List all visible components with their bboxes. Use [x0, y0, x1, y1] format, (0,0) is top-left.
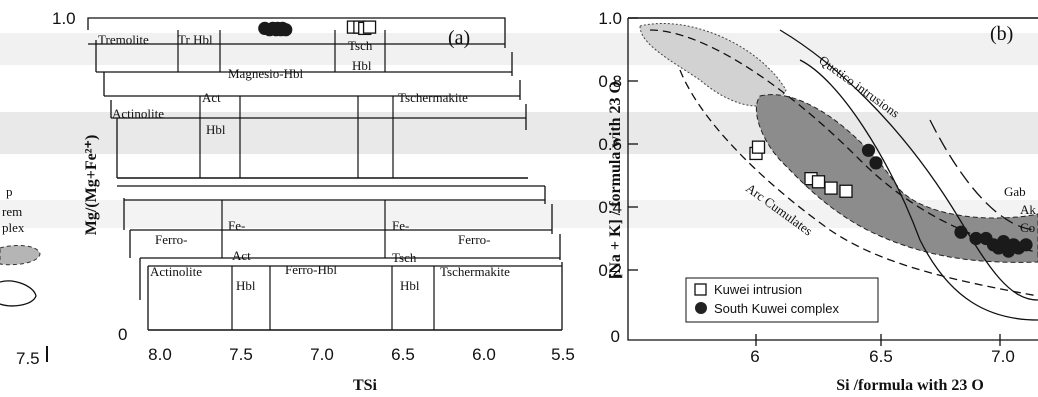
a-data-marks	[258, 20, 377, 37]
a-ytick-1: 1.0	[52, 9, 76, 28]
b-series-0-point-1	[751, 140, 766, 154]
b-ytick-0-4: 0.4	[598, 198, 622, 217]
b-y-axis-title: [Na + K] / formula with 23 O	[607, 81, 624, 279]
a-label-fe-tsch-2: Tsch	[392, 250, 417, 265]
left-fragment-curve	[0, 280, 37, 307]
a-xtick-6: 6.0	[472, 345, 496, 364]
a-label-ferro-tsch: Ferro-	[458, 232, 491, 247]
legend-square-icon	[694, 283, 707, 296]
a-label-magnesio-hbl: Magnesio-Hbl	[228, 66, 303, 81]
b-series-0-point-3	[811, 175, 826, 189]
b-series-1-point-3	[969, 231, 983, 246]
a-series-0-point-7	[279, 23, 293, 37]
a-xtick-6-5: 6.5	[391, 345, 415, 364]
a-upper-top-border	[87, 17, 506, 30]
b-ytick-1-0: 1.0	[598, 9, 622, 28]
b-xtick-6: 6	[750, 347, 759, 366]
b-gabbro-curve	[929, 119, 1038, 231]
b-annotation-gab-2: Ak	[1020, 202, 1036, 217]
a-label-tsch-hbl-2: Hbl	[352, 58, 372, 73]
b-quetico-curve	[779, 29, 1038, 301]
panel-a: p rem plex 7.5 Mg/(Mg+Fe²⁺) 1.0 0	[0, 9, 575, 394]
b-field-boundary-2	[679, 69, 1038, 297]
b-ytick-0: 0	[611, 327, 620, 346]
b-series-0-point-5	[839, 184, 853, 198]
b-series-1-point-2	[954, 225, 968, 239]
b-axes	[627, 18, 1038, 341]
b-annotation-gab-3: Co	[1020, 220, 1035, 235]
a-label-tremolite: Tremolite	[98, 32, 149, 47]
a-label-ferro-tsch-2: Tschermakite	[440, 264, 510, 279]
left-fragment-text-3: plex	[2, 220, 25, 235]
a-label-fe-tsch: Fe-	[392, 218, 409, 233]
a-label-ferro-act-2: Actinolite	[150, 264, 202, 279]
b-ytick-0-6: 0.6	[598, 135, 622, 154]
b-series-1-point-11	[1019, 238, 1033, 252]
a-label-fe-act-hbl-2: Act	[232, 248, 251, 263]
a-label-act-hbl: Act	[202, 90, 221, 105]
legend-box	[685, 277, 879, 323]
a-label-actinolite: Actinolite	[112, 106, 164, 121]
a-label-ferro-act: Ferro-	[155, 232, 188, 247]
left-fragment-tick: 7.5	[16, 349, 40, 368]
left-fragment-text-2: rem	[2, 204, 22, 219]
a-series-1-point-3	[362, 20, 377, 34]
a-xtick-7: 7.0	[310, 345, 334, 364]
b-light-field	[639, 22, 787, 107]
a-label-tsch-hbl: Tsch	[348, 38, 373, 53]
b-panel-label: (b)	[990, 23, 1013, 45]
left-fragment-field	[0, 245, 41, 266]
b-series-0-point-4	[824, 181, 838, 195]
b-xtick-6-5: 6.5	[869, 347, 893, 366]
b-ytick-0-8: 0.8	[598, 72, 622, 91]
b-quetico-curve-2	[799, 59, 1038, 321]
b-annotation-gab-1: Gab	[1004, 184, 1026, 199]
legend-entry-kuwei: Kuwei intrusion	[714, 282, 802, 297]
a-label-ferro-hbl: Ferro-Hbl	[285, 262, 337, 277]
a-y-axis-title: Mg/(Mg+Fe²⁺)	[83, 135, 100, 236]
a-xtick-8: 8.0	[148, 345, 172, 364]
left-fragment: p rem plex 7.5	[0, 184, 48, 368]
a-label-tschermakite: Tschermakite	[398, 90, 468, 105]
a-label-fe-tsch-3: Hbl	[400, 278, 420, 293]
a-label-act-hbl-2: Hbl	[206, 122, 226, 137]
legend-entry-south-kuwei: South Kuwei complex	[714, 301, 840, 316]
a-label-tr-hbl: Tr Hbl	[178, 32, 213, 47]
a-label-fe-act-hbl: Fe-	[228, 218, 245, 233]
b-legend: Kuwei intrusion South Kuwei complex	[685, 277, 879, 323]
b-series-1-point-0	[861, 143, 876, 157]
b-data-marks	[749, 140, 1033, 258]
a-xtick-5-5: 5.5	[551, 345, 575, 364]
left-fragment-text-1: p	[6, 184, 13, 199]
legend-circle-icon	[695, 302, 707, 314]
b-series-1-point-1	[869, 156, 883, 170]
b-ytick-0-2: 0.2	[598, 261, 622, 280]
a-x-axis-title: TSi	[353, 377, 378, 394]
a-ytick-0: 0	[118, 325, 127, 344]
a-label-fe-act-hbl-3: Hbl	[236, 278, 256, 293]
b-x-axis-title: Si /formula with 23 O	[836, 377, 984, 394]
b-xtick-7: 7.0	[991, 347, 1015, 366]
a-xtick-7-5: 7.5	[229, 345, 253, 364]
a-panel-label: (a)	[448, 27, 470, 49]
